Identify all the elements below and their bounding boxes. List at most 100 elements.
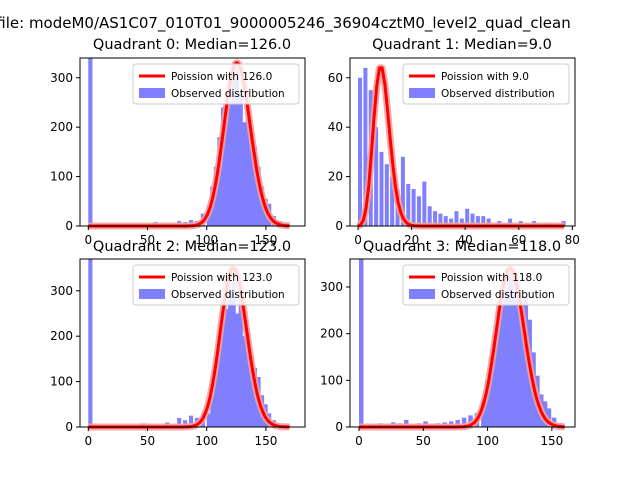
histogram-bar [546, 408, 552, 427]
histogram-bar [224, 308, 229, 427]
histogram-bar [358, 77, 363, 226]
legend-observed-label: Observed distribution [171, 289, 285, 301]
axes-frame [349, 258, 576, 428]
x-tick-label: 0 [84, 233, 92, 247]
panel-title: Quadrant 0: Median=126.0 [93, 37, 291, 53]
y-tick-label: 20 [328, 170, 343, 184]
x-tick-label: 60 [511, 233, 526, 247]
histogram-bar [486, 218, 491, 226]
histogram-bar [488, 357, 494, 427]
histogram-bar [363, 67, 368, 226]
histogram-bar [496, 310, 502, 427]
histogram-bar [235, 313, 240, 427]
histogram-bar [379, 151, 384, 226]
legend-observed-swatch [409, 289, 435, 299]
histogram-bar [224, 122, 229, 226]
x-tick-label: 150 [254, 233, 277, 247]
histogram-bar [359, 259, 364, 427]
legend-observed-swatch [139, 289, 165, 299]
y-tick-label: 300 [50, 71, 73, 85]
histogram-bar [188, 415, 194, 427]
x-tick-label: 0 [354, 233, 362, 247]
y-tick-label: 100 [50, 170, 73, 184]
y-tick-label: 200 [50, 329, 73, 343]
histogram-bar [485, 380, 490, 427]
y-tick-label: 0 [335, 420, 343, 434]
histogram-bar [249, 132, 254, 226]
histogram-bar [242, 336, 247, 427]
histogram-bar [508, 273, 513, 427]
histogram-bar [374, 127, 379, 226]
y-tick-label: 100 [320, 373, 343, 387]
histogram-bar [411, 188, 416, 226]
histogram-bar [454, 211, 459, 226]
histogram-bar [519, 301, 525, 427]
x-tick-label: 50 [140, 233, 155, 247]
legend: Poission with 126.0 Observed distribution [132, 63, 300, 105]
legend-poisson-label: Poission with 123.0 [171, 272, 272, 284]
y-tick-label: 200 [50, 120, 73, 134]
x-tick-label: 100 [476, 434, 499, 448]
x-tick-label: 100 [195, 434, 218, 448]
legend: Poission with 118.0 Observed distribution [402, 264, 570, 306]
plot-area: 0 50 100 150 0 100 200 300 Poission with 118.0 Ob… [320, 258, 576, 448]
legend: Poission with 123.0 Observed distribution [132, 264, 300, 306]
x-tick-label: 150 [540, 434, 563, 448]
histogram-bar [508, 218, 513, 226]
legend-poisson-label: Poission with 9.0 [441, 71, 529, 83]
panel-title: Quadrant 2: Median=123.0 [93, 239, 291, 255]
histogram-bar [481, 216, 486, 226]
panel-quadrant-1: Quadrant 1: Median=9.0 0 20 40 60 80 0 20 40 60 P… [328, 37, 580, 247]
histogram-bar [427, 206, 432, 226]
histogram-bar [210, 395, 215, 427]
y-tick-label: 0 [65, 420, 73, 434]
histogram-bar [515, 282, 521, 427]
histogram-bar [500, 296, 505, 427]
histogram-bar [400, 156, 405, 226]
axes-frame [79, 57, 306, 227]
y-tick-label: 0 [335, 219, 343, 233]
legend: Poission with 9.0 Observed distribution [402, 63, 570, 105]
histogram-bar [475, 216, 480, 226]
y-tick-label: 0 [65, 219, 73, 233]
histogram-bar [512, 277, 517, 427]
plot-area: 0 50 100 150 0 100 200 300 Poission with 123.0 Ob… [50, 258, 306, 448]
panel-title: Quadrant 1: Median=9.0 [372, 37, 552, 53]
histogram-bar [249, 354, 254, 427]
histogram-bar [245, 107, 250, 226]
legend-observed-label: Observed distribution [441, 88, 555, 100]
plot-area: 0 50 100 150 0 100 200 300 Poission with 126.0 Ob… [50, 57, 306, 247]
x-tick-label: 0 [355, 434, 363, 448]
histogram-bar [220, 107, 226, 226]
histogram-bar [206, 413, 211, 427]
panel-quadrant-0: Quadrant 0: Median=126.0 0 50 100 150 0 100 20… [50, 37, 306, 247]
axes-frame [79, 258, 306, 428]
histogram-bar [213, 372, 218, 427]
histogram-bar [416, 196, 421, 226]
histogram-bar [228, 102, 233, 226]
legend-box [402, 264, 570, 306]
histogram-bar [231, 77, 236, 226]
histogram-bar [406, 184, 411, 226]
histogram-bar [242, 122, 247, 226]
histogram-bar [470, 213, 475, 226]
legend-observed-swatch [139, 88, 165, 98]
histogram-bar [492, 333, 498, 427]
legend-observed-label: Observed distribution [171, 88, 285, 100]
histogram-bar [443, 216, 448, 226]
histogram-bar [177, 417, 182, 427]
legend-box [132, 264, 300, 306]
histogram-bar [235, 67, 240, 226]
histogram-bar [465, 208, 470, 226]
histogram-bar [390, 176, 395, 226]
y-tick-label: 60 [328, 71, 343, 85]
histogram-bar [438, 213, 443, 226]
histogram-bar [220, 322, 226, 427]
histogram-bar [422, 181, 427, 226]
x-tick-label: 50 [416, 434, 431, 448]
histogram-bar [384, 164, 389, 226]
y-tick-label: 40 [328, 120, 343, 134]
histogram-bar [238, 92, 243, 227]
histogram-bar [88, 58, 93, 226]
